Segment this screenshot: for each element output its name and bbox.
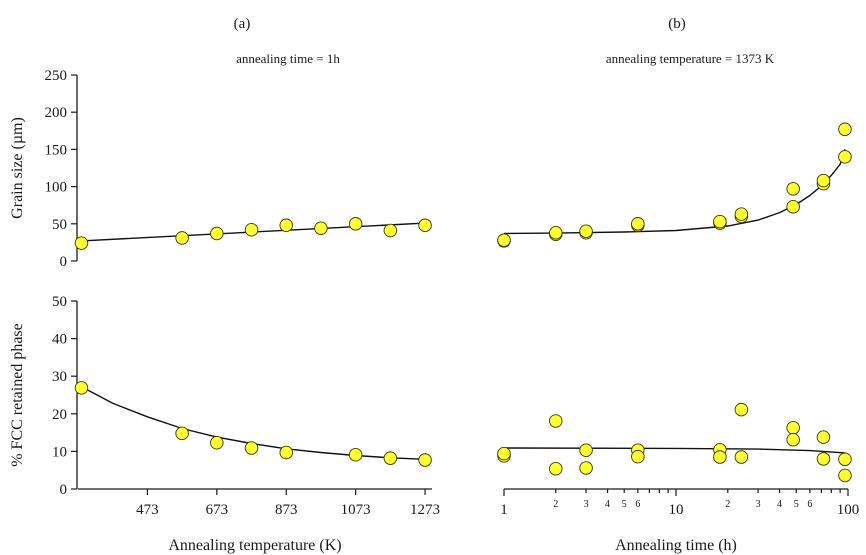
- y-tick-label: 200: [45, 105, 68, 121]
- x-axis-title: Annealing temperature (K): [168, 537, 341, 554]
- x-minor-tick-label: 4: [777, 499, 782, 510]
- data-point: [786, 420, 800, 435]
- data-point: [348, 448, 363, 462]
- x-minor-tick-label: 5: [622, 499, 627, 510]
- x-minor-tick-label: 6: [635, 499, 640, 510]
- data-point: [175, 426, 189, 441]
- x-axis-title: Annealing time (h): [615, 537, 737, 554]
- data-point: [838, 468, 852, 483]
- y-tick-label: 0: [60, 482, 68, 498]
- x-tick-label: 1: [500, 502, 508, 518]
- x-tick-label: 1073: [341, 502, 371, 518]
- data-point: [418, 218, 432, 233]
- data-point: [579, 461, 593, 475]
- data-point: [838, 122, 852, 137]
- data-point: [244, 223, 259, 237]
- data-point: [816, 173, 831, 188]
- panel-b-top: [497, 122, 852, 248]
- data-point: [314, 221, 328, 236]
- x-tick-label: 100: [837, 502, 860, 518]
- y-axis-title: Grain size (µm): [9, 117, 26, 219]
- x-tick-label: 873: [275, 502, 298, 518]
- y-tick-label: 50: [52, 217, 67, 233]
- data-point: [838, 150, 852, 164]
- x-minor-tick-label: 2: [725, 499, 730, 510]
- fit-curve: [503, 149, 846, 235]
- data-point: [383, 451, 398, 465]
- x-minor-tick-label: 3: [584, 499, 589, 510]
- y-tick-label: 20: [52, 407, 67, 423]
- data-point: [549, 461, 563, 476]
- data-point: [549, 225, 563, 240]
- x-tick-label: 10: [669, 502, 684, 518]
- y-tick-label: 30: [52, 369, 67, 385]
- data-point: [734, 207, 749, 221]
- data-point: [816, 430, 831, 444]
- data-point: [838, 452, 852, 467]
- data-point: [713, 214, 727, 229]
- annotation-a: annealing time = 1h: [236, 51, 340, 66]
- data-point: [497, 233, 511, 247]
- data-point: [210, 436, 224, 450]
- data-point: [786, 182, 800, 196]
- data-point: [786, 199, 800, 214]
- x-minor-tick-label: 4: [605, 499, 610, 510]
- data-point: [549, 414, 563, 428]
- y-tick-label: 40: [52, 332, 67, 348]
- data-point: [418, 453, 432, 467]
- data-point: [713, 450, 727, 464]
- y-tick-label: 150: [45, 142, 68, 158]
- data-point: [816, 452, 831, 466]
- panel-label-a: (a): [234, 16, 251, 32]
- data-point: [279, 445, 293, 460]
- x-minor-tick-label: 6: [807, 499, 812, 510]
- annotation-b: annealing temperature = 1373 K: [606, 51, 775, 66]
- data-point: [74, 236, 89, 250]
- data-point: [175, 231, 189, 245]
- data-point: [734, 450, 749, 464]
- panel-a-bottom: 0 10 20 30 40 50 % FCC retained phase 473 673 873…: [9, 294, 440, 554]
- data-point: [579, 443, 593, 458]
- data-point: [74, 381, 89, 395]
- data-point: [210, 226, 224, 241]
- data-point: [279, 218, 293, 233]
- y-tick-label: 50: [52, 294, 67, 310]
- y-tick-label: 100: [45, 180, 68, 196]
- data-point: [734, 402, 749, 417]
- x-tick-label: 473: [136, 502, 159, 518]
- y-tick-label: 0: [60, 254, 68, 270]
- panel-label-b: (b): [668, 16, 686, 32]
- x-tick-label: 1273: [410, 502, 440, 518]
- data-point: [631, 449, 645, 464]
- y-tick-label: 10: [52, 444, 67, 460]
- panel-a-top: 0 50 100 150 200 250 Grain size (µm): [9, 68, 432, 270]
- data-point: [497, 446, 511, 461]
- data-point: [579, 224, 593, 238]
- fit-curve: [503, 447, 846, 454]
- x-minor-tick-label: 2: [553, 499, 558, 510]
- data-point: [244, 441, 259, 455]
- x-minor-tick-label: 5: [794, 499, 799, 510]
- data-point: [383, 223, 398, 238]
- x-tick-label: 673: [206, 502, 229, 518]
- data-point: [631, 217, 645, 231]
- x-minor-tick-label: 3: [756, 499, 761, 510]
- y-tick-label: 250: [45, 68, 68, 84]
- y-axis-title: % FCC retained phase: [9, 323, 26, 467]
- data-point: [348, 217, 363, 231]
- data-point: [786, 432, 800, 447]
